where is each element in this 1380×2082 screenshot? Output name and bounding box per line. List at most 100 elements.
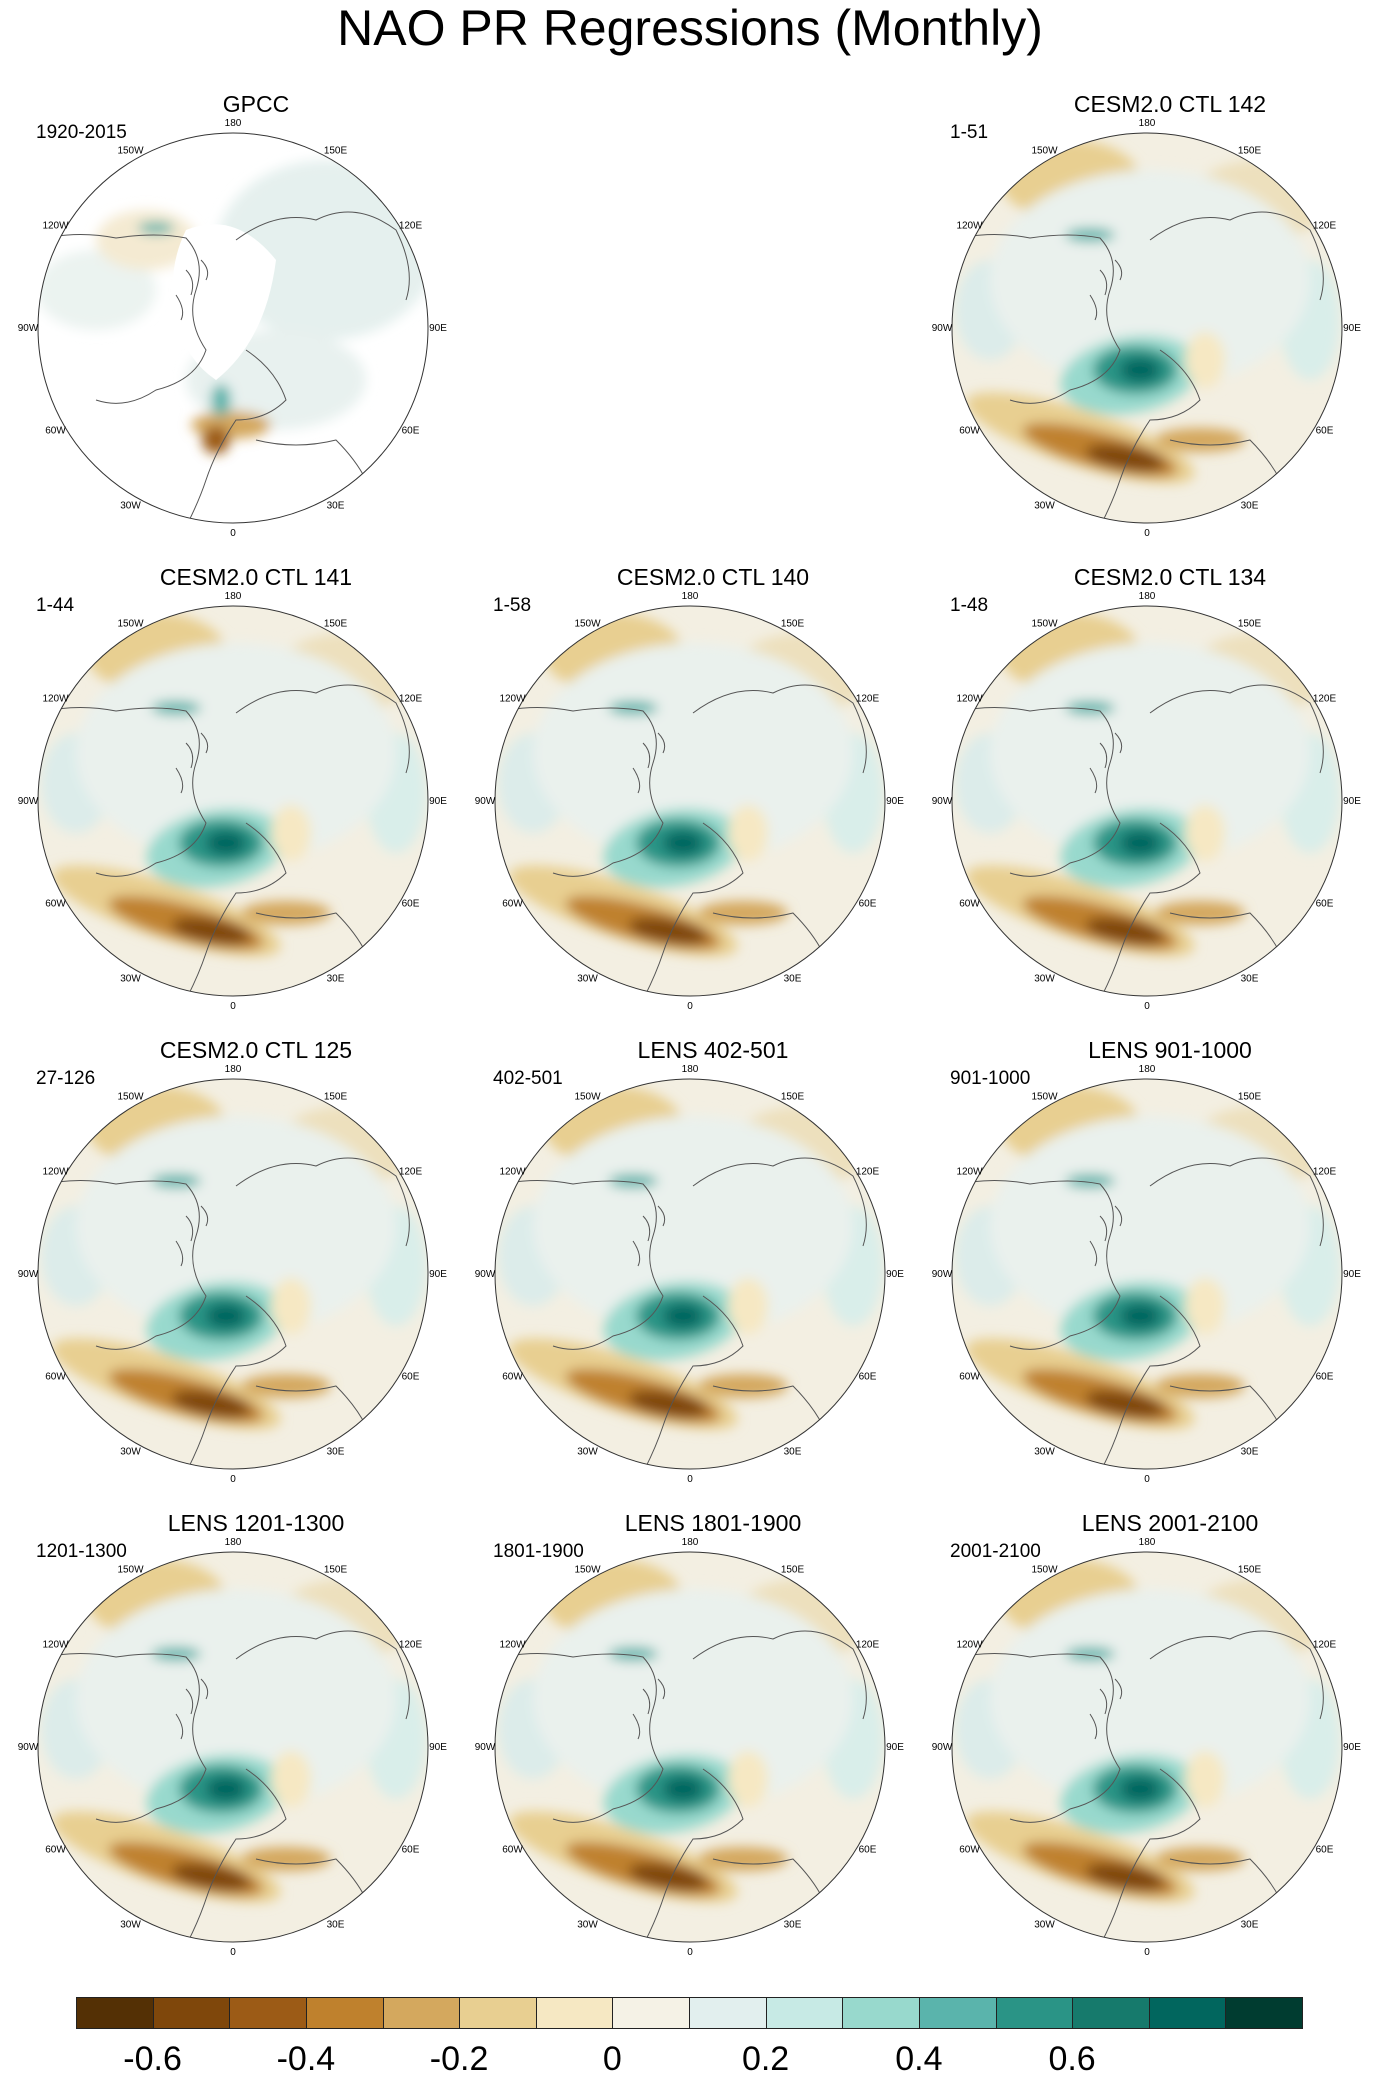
longitude-label: 180 (682, 1537, 699, 1548)
longitude-label: 150W (117, 1565, 144, 1576)
panel-title: CESM2.0 CTL 125 (159, 1037, 353, 1063)
longitude-label: 0 (1144, 1001, 1150, 1012)
longitude-label: 90E (429, 1742, 447, 1753)
longitude-label: 60W (959, 426, 980, 437)
longitude-label: 0 (230, 1474, 236, 1485)
figure-title: NAO PR Regressions (Monthly) (337, 0, 1043, 56)
longitude-label: 150W (574, 619, 601, 630)
colorbar-tick-label: 0.4 (895, 2040, 943, 2078)
panel-title: LENS 1201-1300 (167, 1510, 345, 1536)
colorbar-swatch (76, 1997, 154, 2029)
colorbar-swatch (918, 1997, 997, 2029)
longitude-label: 60E (402, 426, 420, 437)
longitude-label: 90E (429, 796, 447, 807)
longitude-label: 30W (1034, 1447, 1055, 1458)
longitude-label: 150W (117, 619, 144, 630)
longitude-label: 180 (682, 591, 699, 602)
longitude-label: 0 (230, 528, 236, 539)
panel-title: CESM2.0 CTL 142 (1073, 91, 1267, 117)
longitude-label: 0 (230, 1001, 236, 1012)
longitude-label: 90E (1343, 323, 1361, 334)
colorbar (76, 1997, 1303, 2029)
longitude-label: 60W (502, 1845, 523, 1856)
colorbar-swatch (995, 1997, 1074, 2029)
panel-period: 2001-2100 (950, 1541, 1041, 1562)
longitude-label: 30E (1241, 501, 1259, 512)
longitude-label: 30E (784, 974, 802, 985)
colorbar-tick-label: -0.6 (123, 2040, 182, 2078)
map-panel: CESM2.0 CTL 142 1-51 180 150E 120E 90E 60E 30E 0… (932, 90, 1380, 550)
longitude-label: 120E (399, 221, 423, 232)
longitude-label: 90W (475, 1269, 496, 1280)
map-panel: LENS 1201-1300 1201-1300 180 150E 120E 90E 60E… (18, 1509, 476, 1969)
polar-map: 180 150E 120E 90E 60E 30E 0 30W 60W 90W 120W 150W (475, 1064, 905, 1485)
polar-map: 180 150E 120E 90E 60E 30E 0 30W 60W 90W 120W 150W (18, 591, 448, 1012)
longitude-label: 30E (784, 1447, 802, 1458)
longitude-label: 90W (18, 1742, 39, 1753)
longitude-label: 60E (1316, 1845, 1334, 1856)
longitude-label: 150W (1031, 146, 1058, 157)
map-panel: LENS 1801-1900 1801-1900 180 150E 120E 90E 60E… (475, 1509, 933, 1969)
longitude-label: 90E (429, 323, 447, 334)
colorbar-swatch (152, 1997, 231, 2029)
longitude-label: 150E (324, 1565, 348, 1576)
map-panel: LENS 402-501 402-501 180 150E 120E 90E 60E 30E 0… (475, 1036, 933, 1496)
map-panel: CESM2.0 CTL 134 1-48 180 150E 120E 90E 60E 30E 0… (932, 563, 1380, 1023)
longitude-label: 180 (1139, 1537, 1156, 1548)
longitude-label: 90W (475, 796, 496, 807)
longitude-label: 30W (120, 1920, 141, 1931)
longitude-label: 120E (1313, 1167, 1337, 1178)
longitude-label: 30W (120, 1447, 141, 1458)
longitude-label: 60W (45, 899, 66, 910)
longitude-label: 90E (1343, 796, 1361, 807)
longitude-label: 120W (499, 1640, 526, 1651)
longitude-label: 90W (932, 323, 953, 334)
longitude-label: 60E (1316, 1372, 1334, 1383)
longitude-label: 90W (18, 323, 39, 334)
longitude-label: 30E (1241, 974, 1259, 985)
longitude-label: 30W (120, 974, 141, 985)
longitude-label: 30E (784, 1920, 802, 1931)
longitude-label: 120E (1313, 1640, 1337, 1651)
colorbar-swatch (229, 1997, 307, 2029)
longitude-label: 150W (574, 1565, 601, 1576)
panel-period: 1-44 (36, 595, 75, 616)
longitude-label: 90W (932, 1742, 953, 1753)
longitude-label: 180 (225, 591, 242, 602)
panel-title: CESM2.0 CTL 134 (1073, 564, 1267, 590)
longitude-label: 150E (781, 1092, 805, 1103)
longitude-label: 150E (781, 619, 805, 630)
longitude-label: 60E (402, 1845, 420, 1856)
longitude-label: 30W (1034, 501, 1055, 512)
colorbar-tick-label: 0.2 (741, 2040, 790, 2078)
longitude-label: 60W (45, 1845, 66, 1856)
panel-period: 1-58 (493, 595, 532, 616)
longitude-label: 60E (1316, 426, 1334, 437)
polar-map: 180 150E 120E 90E 60E 30E 0 30W 60W 90W 120W 150W (932, 118, 1362, 539)
colorbar-swatch (1225, 1997, 1303, 2029)
longitude-label: 150E (324, 1092, 348, 1103)
panel-title: LENS 2001-2100 (1081, 1510, 1259, 1536)
longitude-label: 30W (120, 501, 141, 512)
panel-period: 27-126 (36, 1068, 96, 1089)
longitude-label: 120W (956, 1640, 983, 1651)
longitude-label: 90E (886, 1742, 904, 1753)
longitude-label: 150E (781, 1565, 805, 1576)
longitude-label: 150E (324, 619, 348, 630)
longitude-label: 150W (1031, 619, 1058, 630)
longitude-label: 90E (886, 1269, 904, 1280)
longitude-label: 0 (1144, 528, 1150, 539)
longitude-label: 150W (1031, 1565, 1058, 1576)
longitude-label: 180 (1139, 591, 1156, 602)
longitude-label: 180 (1139, 118, 1156, 129)
longitude-label: 180 (1139, 1064, 1156, 1075)
map-panel: LENS 901-1000 901-1000 180 150E 120E 90E 60E 30… (932, 1036, 1380, 1496)
longitude-label: 120W (956, 1167, 983, 1178)
colorbar-swatch (689, 1997, 767, 2029)
colorbar-tick-label: 0 (602, 2040, 622, 2078)
colorbar-swatch (1148, 1997, 1227, 2029)
longitude-label: 30W (577, 1920, 598, 1931)
longitude-label: 90W (18, 1269, 39, 1280)
longitude-label: 120E (399, 1640, 423, 1651)
longitude-label: 0 (687, 1001, 693, 1012)
